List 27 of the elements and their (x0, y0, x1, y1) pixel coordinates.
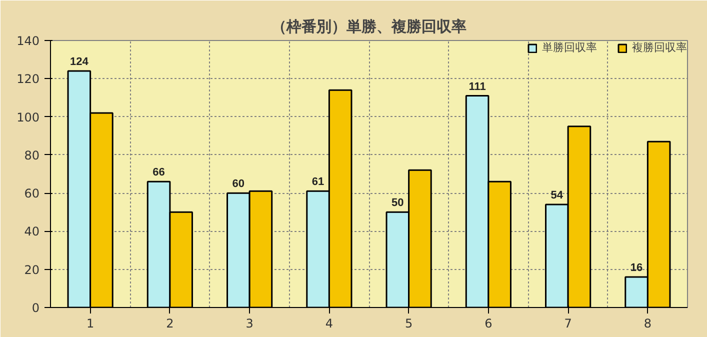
data-label: 111 (468, 80, 486, 93)
x-tick-label: 1 (86, 316, 94, 330)
y-tick-label: 100 (16, 110, 40, 124)
y-tick-label: 140 (16, 34, 40, 48)
x-tick-label: 8 (644, 316, 652, 330)
data-label: 66 (152, 166, 165, 179)
y-tick-label: 60 (24, 186, 40, 201)
legend-label: 複勝回収率 (632, 40, 687, 55)
x-tick-label: 6 (484, 316, 492, 330)
x-tick-label: 2 (166, 316, 174, 330)
data-label: 16 (630, 262, 643, 274)
y-tick-label: 0 (32, 301, 40, 315)
x-tick-label: 7 (564, 316, 572, 330)
data-label: 124 (70, 56, 90, 68)
y-tick-label: 80 (24, 148, 40, 162)
y-tick-label: 20 (24, 262, 40, 277)
chart-title: （枠番別）単勝、複勝回収率 (272, 18, 466, 36)
y-tick-label: 120 (16, 72, 40, 86)
data-label: 50 (392, 197, 404, 210)
data-label: 61 (312, 176, 324, 188)
x-tick-label: 4 (325, 316, 334, 330)
x-tick-label: 5 (404, 316, 413, 330)
x-tick-label: 3 (246, 316, 254, 330)
legend-label: 単勝回収率 (542, 40, 597, 55)
data-label: 60 (232, 178, 245, 190)
y-tick-label: 40 (24, 224, 40, 239)
data-label: 54 (550, 190, 564, 202)
